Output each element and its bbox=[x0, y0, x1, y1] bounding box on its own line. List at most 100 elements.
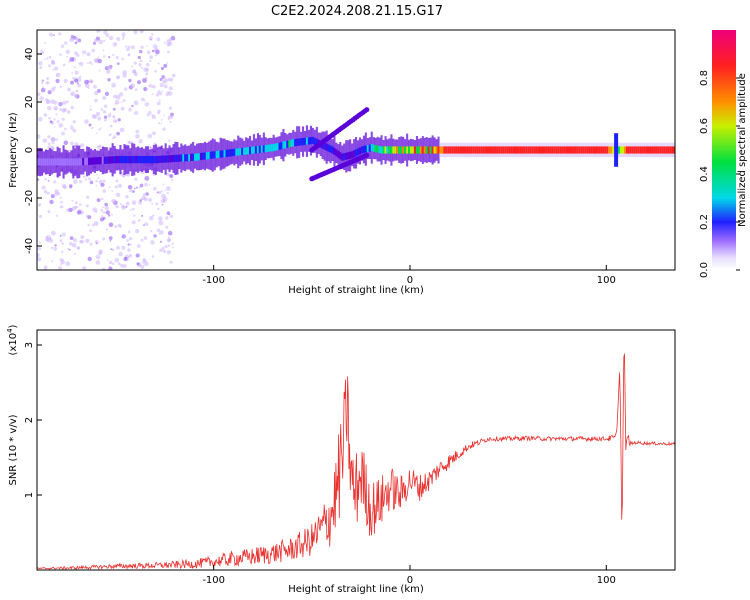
heatmap-noise-cell bbox=[133, 72, 138, 77]
heatmap-ridge-cell bbox=[366, 145, 369, 153]
heatmap-ridge-cell bbox=[272, 144, 275, 152]
heatmap-noise-cell bbox=[93, 38, 98, 43]
heatmap-noise-cell bbox=[166, 211, 171, 215]
heatmap-noise-cell bbox=[107, 65, 113, 71]
heatmap-noise-cell bbox=[74, 145, 77, 148]
heatmap-noise-cell bbox=[120, 106, 125, 111]
heatmap-ridge-cell bbox=[46, 158, 49, 166]
heatmap-ridge-cell bbox=[95, 157, 98, 165]
heatmap-ridge-cell bbox=[288, 140, 291, 148]
heatmap-ridge-cell bbox=[192, 153, 195, 161]
heatmap-noise-cell bbox=[112, 115, 115, 118]
heatmap-noise-cell bbox=[169, 173, 174, 179]
heatmap-noise-cell bbox=[139, 30, 144, 34]
heatmap-noise-cell bbox=[151, 203, 154, 205]
heatmap-ridge-cell bbox=[184, 154, 187, 162]
heatmap-ridge-cell bbox=[547, 146, 550, 154]
heatmap-noise-cell bbox=[143, 236, 148, 240]
heatmap-ridge-cell bbox=[227, 149, 230, 157]
heatmap-ridge-cell bbox=[270, 144, 273, 152]
heatmap-ridge-cell bbox=[37, 158, 40, 166]
heatmap-noise-cell bbox=[121, 57, 125, 61]
heatmap-noise-cell bbox=[146, 62, 150, 67]
heatmap-noise-cell bbox=[104, 104, 108, 108]
heatmap-ridge-cell bbox=[527, 146, 530, 154]
heatmap-noise-cell bbox=[131, 45, 135, 50]
heatmap-ridge-cell bbox=[441, 146, 444, 154]
heatmap-noise-cell bbox=[146, 45, 148, 48]
heatmap-noise-cell bbox=[60, 200, 63, 204]
heatmap-ridge-cell bbox=[131, 156, 134, 164]
heatmap-ridge-cell bbox=[661, 146, 664, 154]
heatmap-ridge-cell bbox=[298, 138, 301, 146]
heatmap-noise-cell bbox=[65, 55, 68, 58]
heatmap-ridge-cell bbox=[567, 146, 570, 154]
heatmap-noise-cell bbox=[73, 179, 78, 184]
heatmap-noise-cell bbox=[102, 179, 106, 183]
heatmap-noise-cell bbox=[67, 87, 71, 92]
heatmap-ridge-cell bbox=[166, 155, 169, 163]
heatmap-noise-cell bbox=[85, 204, 89, 208]
heatmap-noise-cell bbox=[53, 86, 56, 89]
heatmap-noise-cell bbox=[38, 203, 42, 206]
heatmap-noise-cell bbox=[144, 102, 149, 107]
heatmap-ridge-cell bbox=[639, 146, 642, 154]
heatmap-noise-cell bbox=[149, 59, 152, 63]
heatmap-noise-cell bbox=[165, 216, 169, 220]
heatmap-noise-cell bbox=[163, 84, 168, 89]
heatmap-noise-cell bbox=[37, 178, 40, 181]
heatmap-ridge-cell bbox=[111, 156, 114, 164]
heatmap-noise-cell bbox=[44, 58, 46, 60]
heatmap-noise-cell bbox=[134, 88, 138, 91]
heatmap-ridge-cell bbox=[600, 146, 603, 154]
spectrogram-y-tick-label: 20 bbox=[24, 96, 35, 109]
heatmap-noise-cell bbox=[151, 114, 156, 120]
heatmap-ridge-cell bbox=[60, 158, 63, 166]
heatmap-ridge-cell bbox=[429, 146, 432, 154]
heatmap-ridge-cell bbox=[178, 154, 181, 162]
heatmap-noise-cell bbox=[114, 100, 120, 105]
heatmap-ridge-cell bbox=[64, 158, 67, 166]
heatmap-ridge-cell bbox=[447, 146, 450, 154]
heatmap-noise-cell bbox=[53, 180, 57, 184]
heatmap-noise-cell bbox=[137, 55, 141, 60]
heatmap-ridge-cell bbox=[673, 146, 675, 154]
spectrogram-panel: -100 0 100 -40 -20 0 20 40 Height of straight … bbox=[8, 29, 748, 296]
heatmap-ridge-cell bbox=[480, 146, 483, 154]
heatmap-ridge-cell bbox=[172, 154, 175, 163]
heatmap-ridge-cell bbox=[490, 146, 493, 154]
heatmap-ridge-cell bbox=[496, 146, 499, 154]
heatmap-ridge-cell bbox=[657, 146, 660, 154]
snr-series bbox=[37, 353, 675, 570]
heatmap-noise-cell bbox=[166, 192, 169, 195]
heatmap-noise-cell bbox=[55, 214, 59, 217]
heatmap-noise-cell bbox=[121, 234, 126, 239]
heatmap-ridge-cell bbox=[521, 146, 524, 154]
heatmap-noise-cell bbox=[166, 42, 171, 47]
heatmap-noise-cell bbox=[74, 206, 77, 209]
heatmap-noise-cell bbox=[146, 113, 150, 117]
heatmap-ridge-cell bbox=[76, 158, 79, 166]
heatmap-ridge-cell bbox=[415, 146, 418, 154]
heatmap-ridge-cell bbox=[647, 146, 650, 154]
heatmap-noise-cell bbox=[65, 49, 70, 55]
heatmap-noise-cell bbox=[120, 263, 125, 268]
heatmap-noise-cell bbox=[171, 242, 174, 245]
heatmap-noise-cell bbox=[143, 67, 148, 72]
heatmap-ridge-cell bbox=[606, 146, 609, 154]
heatmap-noise-cell bbox=[77, 83, 81, 88]
heatmap-ridge-cell bbox=[372, 144, 375, 152]
heatmap-noise-cell bbox=[161, 90, 163, 92]
heatmap-ridge-cell bbox=[671, 146, 674, 154]
heatmap-noise-cell bbox=[150, 240, 155, 245]
heatmap-ridge-cell bbox=[309, 137, 312, 145]
heatmap-noise-cell bbox=[87, 223, 90, 227]
heatmap-noise-cell bbox=[107, 78, 111, 82]
heatmap-noise-cell bbox=[131, 65, 134, 68]
heatmap-noise-cell bbox=[47, 135, 51, 139]
heatmap-noise-cell bbox=[56, 120, 60, 123]
heatmap-noise-cell bbox=[72, 76, 75, 80]
heatmap-noise-cell bbox=[164, 81, 167, 84]
heatmap-noise-cell bbox=[71, 242, 77, 248]
heatmap-noise-cell bbox=[161, 75, 165, 79]
